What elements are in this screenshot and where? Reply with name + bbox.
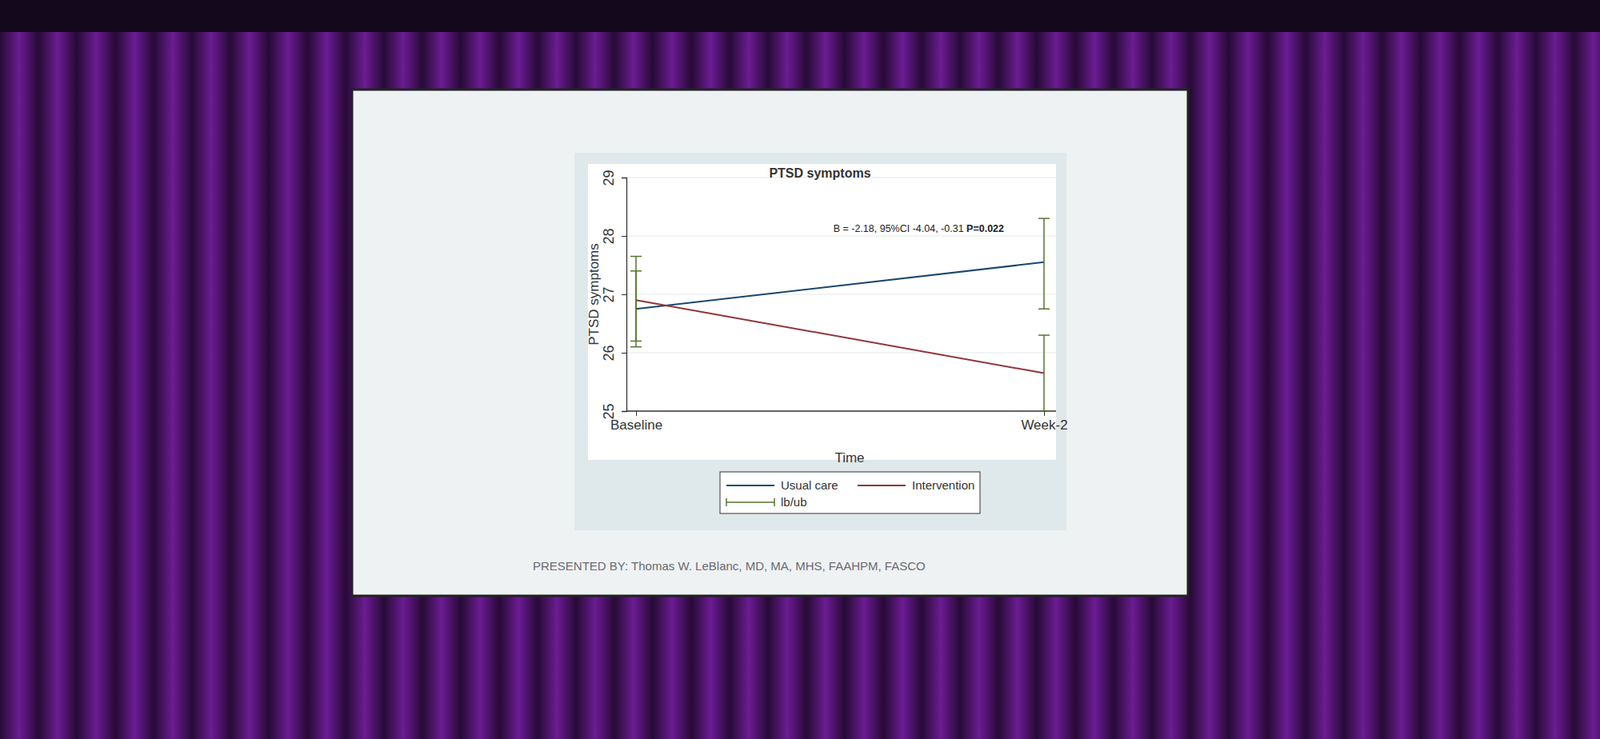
y-tick: 28	[600, 228, 627, 244]
graph-region	[574, 152, 1067, 531]
y-tick-mark	[621, 411, 627, 412]
error-bar-stem	[635, 256, 637, 342]
page: 2526272829BaselineWeek-2TimePTSD symptom…	[0, 0, 1600, 739]
error-bar-cap	[630, 340, 642, 343]
series-line	[636, 300, 1044, 373]
error-bar	[630, 256, 642, 342]
y-tick-mark	[621, 236, 627, 237]
error-bar-stem	[1043, 218, 1045, 309]
y-tick-label: 27	[600, 286, 617, 303]
x-tick: Week-2	[1020, 411, 1068, 433]
legend-label: Usual care	[780, 478, 839, 492]
y-tick: 27	[600, 286, 627, 303]
grid-line	[626, 352, 1056, 353]
legend-swatch	[726, 498, 775, 507]
grid	[626, 177, 1056, 412]
legend-label: Intervention	[912, 478, 975, 492]
error-bar-cap	[1038, 410, 1050, 412]
y-tick: 29	[600, 169, 627, 186]
chart-title: PTSD symptoms	[768, 166, 871, 180]
y-tick-label: 28	[600, 228, 617, 244]
error-bar-cap	[1038, 217, 1050, 220]
x-axis-line	[626, 410, 1056, 412]
x-tick-mark	[636, 411, 637, 416]
y-axis-line	[621, 178, 628, 412]
x-axis-title: Time	[834, 450, 864, 466]
annotation-part: P=0.022	[964, 223, 1004, 235]
slide	[352, 89, 1188, 596]
y-tick-label: 29	[600, 169, 617, 186]
y-tick-mark	[621, 177, 627, 179]
legend-box	[720, 472, 980, 514]
grid-line	[626, 410, 1056, 412]
x-tick-label: Baseline	[610, 417, 663, 433]
y-axis-title: PTSD symptoms	[586, 243, 602, 346]
error-bar-cap	[630, 346, 642, 348]
error-bar-cap	[1038, 308, 1050, 311]
grid-line	[626, 293, 1056, 295]
y-tick: 26	[600, 344, 627, 361]
legend: Usual care Intervention lb/ub	[720, 472, 980, 514]
error-bar-cap	[1038, 334, 1050, 336]
x-tick-mark	[1044, 411, 1045, 416]
error-bar	[1038, 218, 1050, 309]
error-bar-stem	[1043, 335, 1045, 412]
curtain	[0, 32, 1600, 739]
background	[0, 0, 1600, 739]
error-bar-cap	[630, 256, 642, 258]
error-bar	[1038, 335, 1050, 412]
y-tick-mark	[621, 294, 627, 296]
plot-marks	[630, 218, 1050, 412]
legend-label: lb/ub	[780, 495, 808, 509]
y-tick-mark	[621, 352, 627, 354]
grid-line	[626, 235, 1056, 236]
footer: PRESENTED BY: Thomas W. LeBlanc, MD, MA,…	[532, 559, 926, 573]
x-tick-label: Week-2	[1020, 417, 1068, 433]
plot-region	[588, 164, 1056, 460]
x-tick: Baseline	[610, 411, 663, 433]
y-tick-label: 26	[600, 344, 617, 361]
series-line	[636, 262, 1044, 309]
x-axis: Baseline Week-2	[610, 411, 1068, 433]
y-axis: 2526272829	[600, 169, 628, 420]
annotation-part: B = -2.18, 95%CI -4.04, -0.31	[833, 223, 964, 235]
annotation: B = -2.18, 95%CI -4.04, -0.31 P=0.022	[833, 223, 1004, 235]
legend-swatch	[726, 484, 775, 487]
legend-swatch	[857, 484, 906, 487]
